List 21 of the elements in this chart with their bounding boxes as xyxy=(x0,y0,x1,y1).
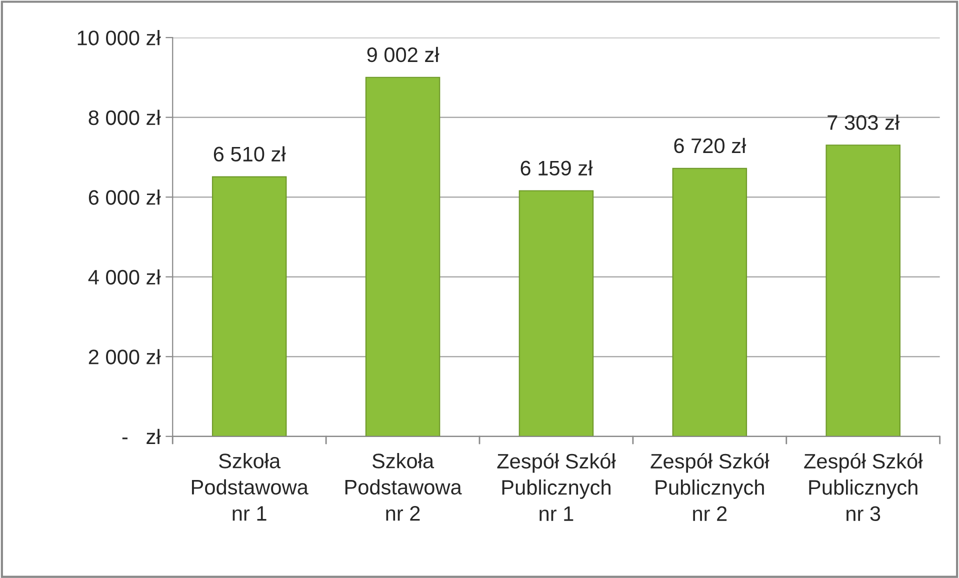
x-tick-label: Szkoła Podstawowa nr 2 xyxy=(345,453,462,521)
y-tick-label: 2 000 zł xyxy=(88,349,161,364)
y-tick-label: 4 000 zł xyxy=(88,269,161,285)
bar xyxy=(212,176,287,436)
y-tick-label: 6 000 zł xyxy=(88,190,161,205)
x-tick-label: Zespół Szkół Publicznych nr 3 xyxy=(804,453,923,522)
bar xyxy=(518,190,594,436)
data-label: 6 510 zł xyxy=(214,146,286,162)
y-tick-label: 8 000 zł xyxy=(88,110,161,126)
y-tick-label: 10 000 zł xyxy=(78,30,161,46)
data-label: 9 002 zł xyxy=(367,46,440,62)
y-tick-label: - zł xyxy=(122,428,161,444)
bar xyxy=(826,144,900,436)
x-tick-label: Zespół Szkół Publicznych nr 1 xyxy=(497,453,616,521)
bar xyxy=(365,76,440,436)
data-label: 6 159 zł xyxy=(520,160,593,176)
data-label: 6 720 zł xyxy=(674,138,746,154)
x-tick-label: Zespół Szkół Publicznych nr 2 xyxy=(650,453,770,521)
bar xyxy=(672,168,748,436)
x-tick-label: Szkoła Podstawowa nr 1 xyxy=(192,453,308,521)
data-label: 7 303 zł xyxy=(828,114,900,130)
